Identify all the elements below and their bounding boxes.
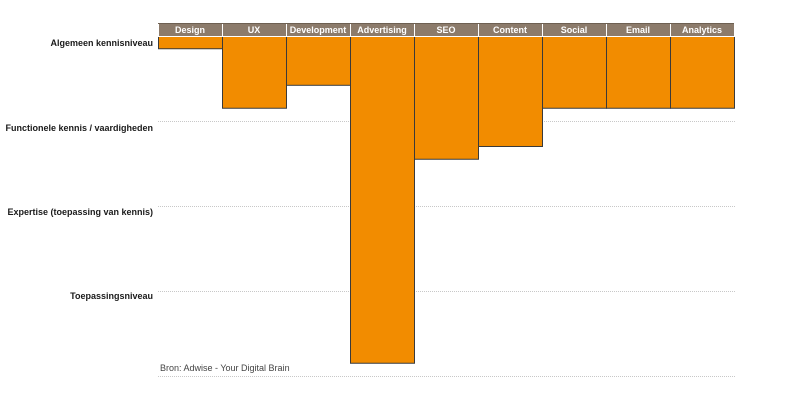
bar-content (478, 35, 543, 147)
level-label-1: Algemeen kennisniveau (50, 38, 153, 48)
bar-analytics (670, 35, 735, 109)
bar-email (606, 35, 671, 109)
source-text: Bron: Adwise - Your Digital Brain (160, 363, 290, 373)
level-label-4: Toepassingsniveau (70, 291, 153, 301)
level-label-2: Functionele kennis / vaardigheden (5, 123, 153, 133)
category-label-design: Design (175, 25, 205, 35)
level-label-3: Expertise (toepassing van kennis) (7, 207, 153, 217)
category-label-ux: UX (248, 25, 261, 35)
bars (158, 35, 735, 364)
bar-seo (414, 35, 479, 160)
category-label-content: Content (493, 25, 527, 35)
category-label-social: Social (561, 25, 588, 35)
category-label-development: Development (290, 25, 347, 35)
bar-advertising (350, 35, 415, 364)
category-label-analytics: Analytics (682, 25, 722, 35)
bar-ux (222, 35, 287, 109)
bar-social (542, 35, 607, 109)
category-label-advertising: Advertising (357, 25, 407, 35)
level-labels: Algemeen kennisniveau Functionele kennis … (5, 38, 153, 301)
category-label-email: Email (626, 25, 650, 35)
bar-design (158, 35, 223, 50)
category-header: Design UX Development Advertising SEO Content… (158, 23, 735, 37)
bar-development (286, 35, 351, 86)
category-label-seo: SEO (436, 25, 455, 35)
